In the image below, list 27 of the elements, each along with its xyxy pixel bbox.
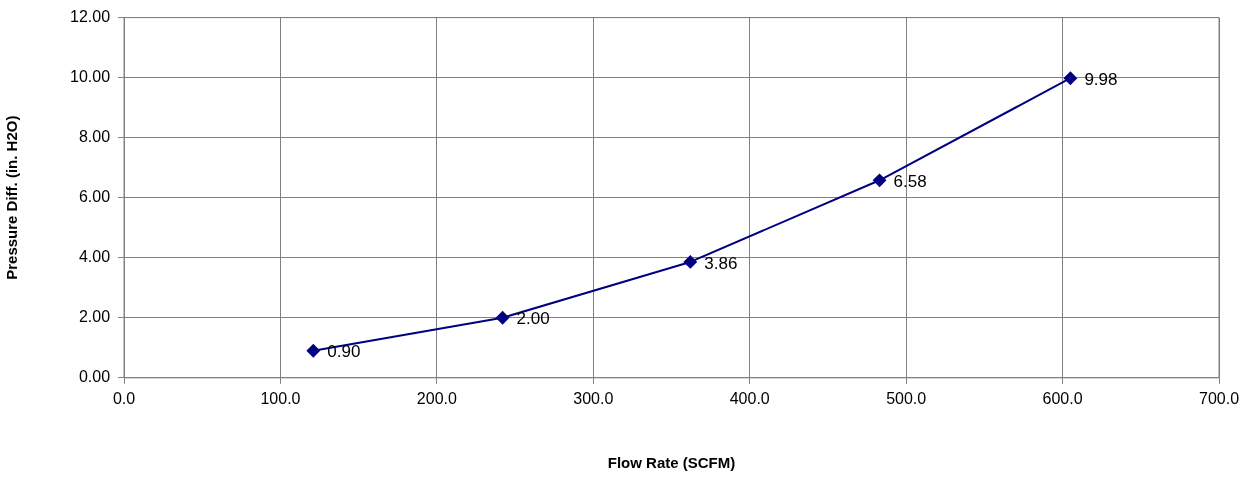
x-tick-label: 400.0 — [729, 389, 770, 407]
y-tick-label: 8.00 — [78, 128, 111, 146]
y-tick-label: 6.00 — [78, 188, 111, 206]
x-tick-label: 100.0 — [260, 389, 301, 407]
point — [873, 173, 887, 187]
x-tick-label: 0.0 — [112, 389, 136, 407]
data-label: 0.90 — [327, 342, 361, 362]
y-axis-title: Pressure Diff. (in. H2O) — [3, 115, 21, 280]
x-tick-label: 300.0 — [573, 389, 614, 407]
data-label: 3.86 — [704, 253, 738, 273]
point — [306, 344, 320, 358]
x-tick-label: 600.0 — [1042, 389, 1083, 407]
data-label: 9.98 — [1084, 69, 1118, 89]
y-tick-label: 12.00 — [69, 8, 111, 26]
y-tick-label: 4.00 — [78, 248, 111, 266]
x-tick-label: 500.0 — [886, 389, 927, 407]
x-axis-title: Flow Rate (SCFM) — [607, 454, 736, 472]
y-tick-label: 10.00 — [69, 68, 111, 86]
point — [683, 255, 697, 269]
point — [496, 311, 510, 325]
data-label: 6.58 — [893, 171, 927, 191]
point — [1063, 71, 1077, 85]
y-tick-label: 2.00 — [78, 308, 111, 326]
y-tick-label: 0.00 — [78, 368, 111, 386]
data-label: 2.00 — [516, 309, 550, 329]
x-tick-label: 700.0 — [1198, 389, 1240, 407]
x-tick-label: 200.0 — [416, 389, 457, 407]
